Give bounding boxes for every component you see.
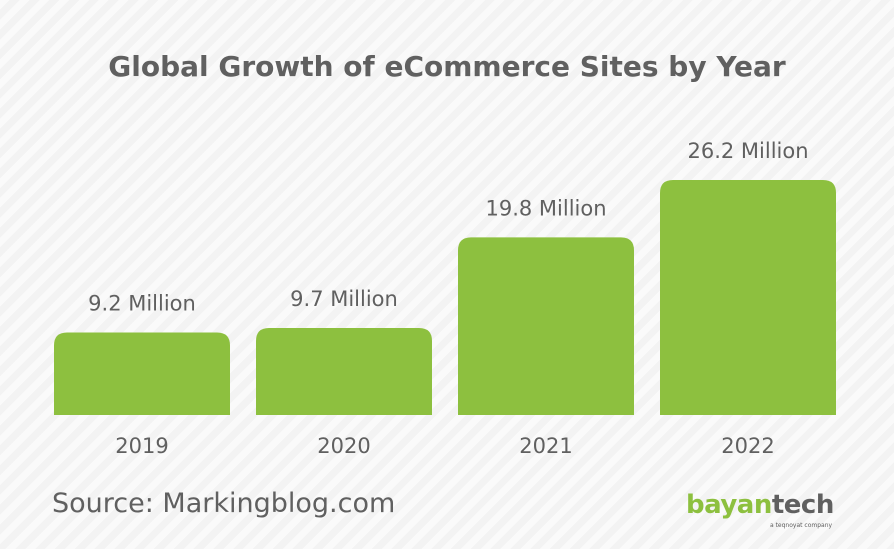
bar-2019 [54, 332, 230, 415]
x-tick-label-2021: 2021 [519, 434, 572, 458]
logo-tech: tech [771, 490, 834, 520]
data-label-2019: 9.2 Million [88, 291, 196, 315]
bar-2020 [256, 327, 432, 415]
bayantech-logo: bayantech a teqnoyat company [686, 490, 846, 536]
data-label-2022: 26.2 Million [687, 139, 808, 163]
bar-2022 [660, 180, 836, 415]
x-tick-label-2019: 2019 [115, 434, 168, 458]
logo-tagline: a teqnoyat company [770, 522, 833, 529]
source-text: Source: Markingblog.com [52, 488, 396, 519]
data-label-2021: 19.8 Million [485, 196, 606, 220]
logo-bayan: bayan [686, 490, 772, 520]
chart-title: Global Growth of eCommerce Sites by Year [108, 50, 786, 83]
bar-2021 [458, 237, 634, 415]
data-label-2020: 9.7 Million [290, 287, 398, 311]
x-tick-label-2022: 2022 [721, 434, 774, 458]
x-tick-label-2020: 2020 [317, 434, 370, 458]
